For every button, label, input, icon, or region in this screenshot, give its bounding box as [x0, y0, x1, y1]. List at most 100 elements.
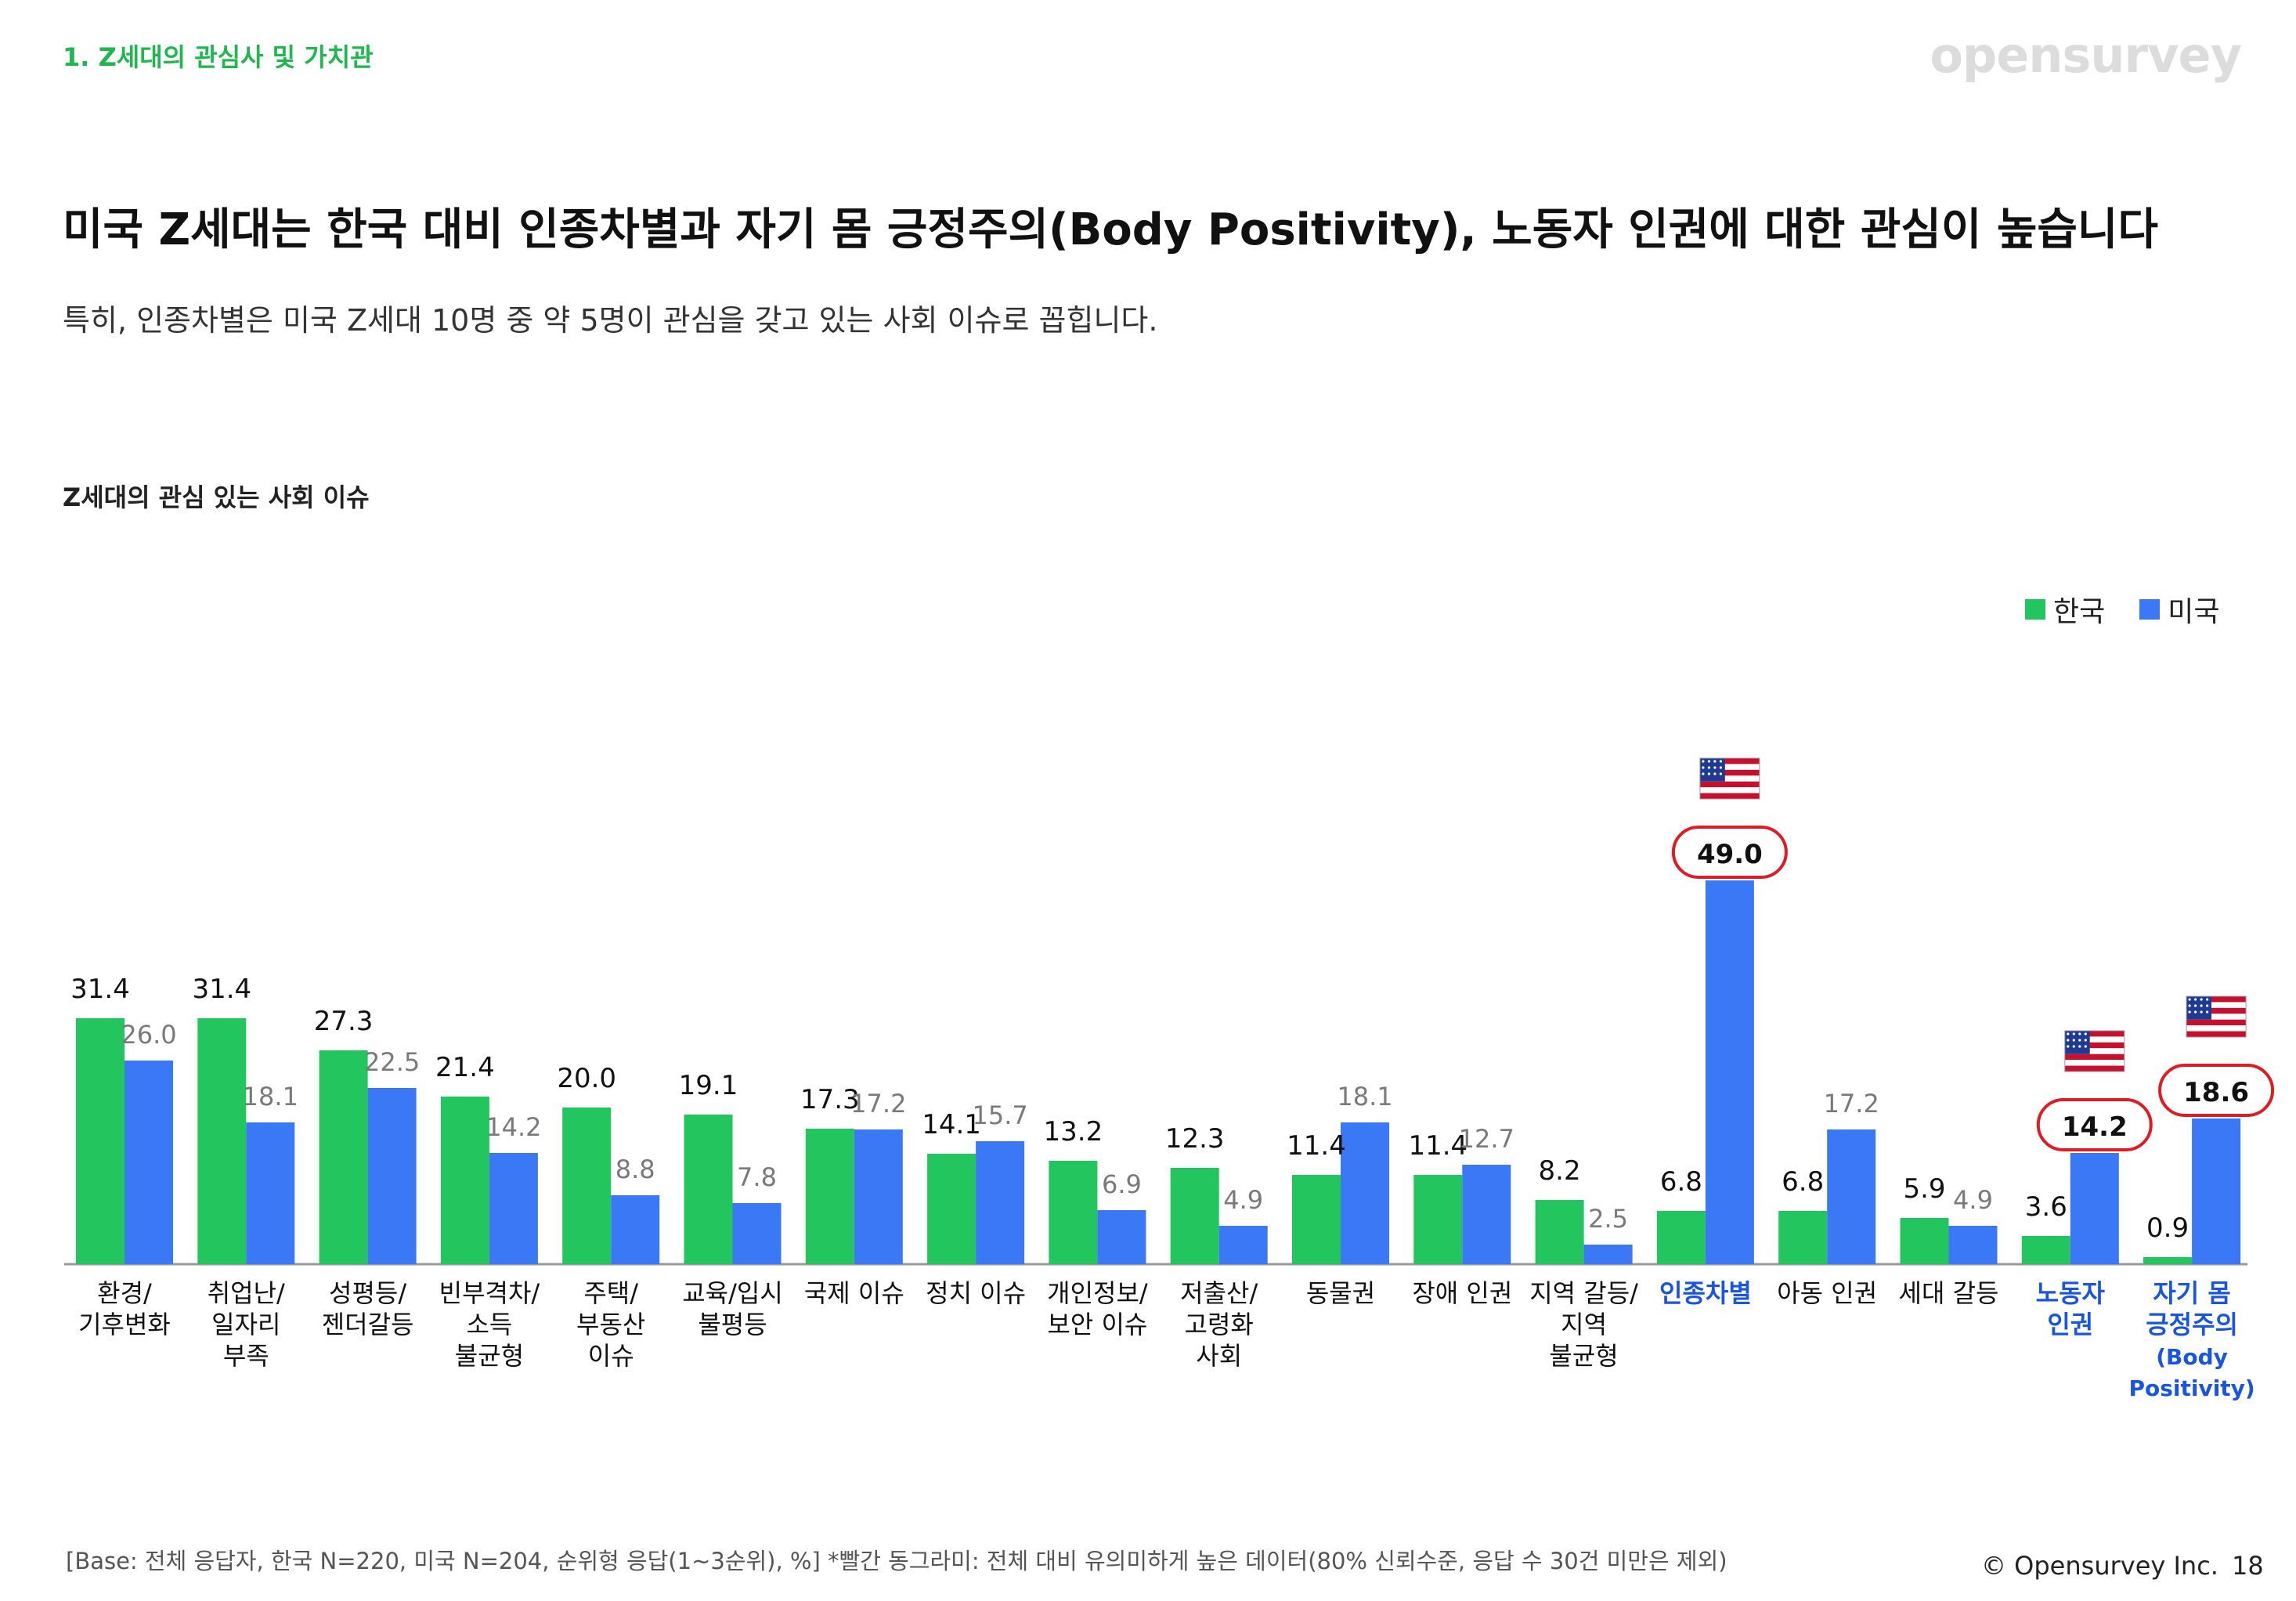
bar-korea-12	[1535, 1200, 1584, 1264]
bar-korea-0	[76, 1018, 125, 1264]
data-label-usa-1: 18.1	[243, 1082, 298, 1111]
chart-title: Z세대의 관심 있는 사회 이슈	[63, 482, 370, 512]
bar-usa-11	[1462, 1165, 1511, 1264]
bar-korea-5	[684, 1115, 733, 1264]
data-label-korea-5: 19.1	[679, 1070, 738, 1101]
bar-usa-16	[2070, 1153, 2119, 1264]
page-title: 미국 Z세대는 한국 대비 인종차별과 자기 몸 긍정주의(Body Posit…	[63, 204, 2158, 255]
legend-label-korea: 한국	[2053, 596, 2106, 628]
bar-usa-8	[1097, 1210, 1146, 1264]
legend-item-korea: 한국	[2025, 589, 2105, 630]
page-subtitle: 특히, 인종차별은 미국 Z세대 10명 중 약 5명이 관심을 갖고 있는 사…	[63, 303, 1158, 338]
bar-usa-4	[611, 1195, 660, 1264]
bar-usa-17	[2192, 1119, 2241, 1264]
highlight-circle-17	[2158, 1064, 2275, 1117]
tick-label-17-3: Positivity)	[2128, 1375, 2254, 1401]
bar-usa-14	[1827, 1129, 1876, 1264]
data-label-usa-14: 17.2	[1824, 1089, 1879, 1119]
tick-label-14-0: 아동 인권	[1777, 1278, 1877, 1308]
data-label-usa-17: 18.6	[2183, 1077, 2249, 1108]
us-flag-icon-13	[1699, 757, 1760, 800]
bar-korea-2	[319, 1050, 368, 1264]
data-label-usa-10: 18.1	[1337, 1082, 1392, 1111]
data-label-korea-12: 8.2	[1539, 1155, 1581, 1187]
bar-korea-17	[2143, 1257, 2193, 1264]
tick-label-4-0: 주택/	[583, 1278, 638, 1308]
tick-label-12-0: 지역 갈등/	[1529, 1278, 1638, 1308]
data-label-usa-7: 15.7	[972, 1100, 1027, 1130]
tick-label-16-0: 노동자	[2036, 1278, 2106, 1308]
brand-logo: opensurvey	[1930, 27, 2242, 84]
data-label-korea-16: 3.6	[2025, 1191, 2067, 1223]
bar-korea-11	[1413, 1175, 1463, 1264]
data-label-korea-2: 27.3	[314, 1006, 374, 1037]
tick-label-4-1: 부동산	[576, 1310, 645, 1339]
bar-korea-8	[1049, 1161, 1098, 1264]
tick-label-8-0: 개인정보/	[1047, 1278, 1148, 1308]
data-label-usa-15: 4.9	[1953, 1185, 1993, 1215]
bar-korea-6	[805, 1129, 854, 1264]
footnote: [Base: 전체 응답자, 한국 N=220, 미국 N=204, 순위형 응…	[66, 1548, 1727, 1574]
data-label-korea-8: 13.2	[1044, 1116, 1103, 1147]
bar-korea-14	[1778, 1211, 1828, 1264]
tick-label-2-1: 젠더갈등	[322, 1310, 414, 1339]
tick-label-12-1: 지역	[1561, 1310, 1607, 1339]
bar-usa-12	[1583, 1245, 1633, 1264]
data-label-korea-6: 17.3	[800, 1084, 860, 1115]
data-label-usa-13: 49.0	[1697, 839, 1763, 870]
data-label-korea-0: 31.4	[70, 974, 130, 1005]
tick-label-16-1: 인권	[2047, 1310, 2093, 1339]
section-tag: 1. Z세대의 관심사 및 가치관	[63, 42, 374, 72]
bar-usa-7	[976, 1141, 1025, 1264]
bar-usa-5	[732, 1203, 782, 1264]
legend-label-usa: 미국	[2168, 596, 2220, 628]
bar-usa-10	[1341, 1122, 1389, 1264]
data-label-korea-7: 14.1	[922, 1109, 981, 1140]
highlight-circle-13	[1671, 826, 1788, 879]
bar-usa-2	[367, 1088, 417, 1264]
tick-label-11-0: 장애 인권	[1412, 1278, 1512, 1308]
tick-label-0-0: 환경/	[97, 1278, 152, 1308]
bar-usa-1	[246, 1122, 295, 1264]
data-label-korea-11: 11.4	[1408, 1130, 1467, 1162]
data-label-korea-1: 31.4	[192, 974, 251, 1005]
tick-label-9-2: 사회	[1196, 1341, 1242, 1371]
data-label-usa-2: 22.5	[364, 1047, 420, 1077]
bar-korea-1	[197, 1018, 247, 1264]
data-label-korea-15: 5.9	[1903, 1173, 1945, 1205]
tick-label-1-2: 부족	[223, 1341, 269, 1371]
copyright: © Opensurvey Inc.	[1981, 1551, 2218, 1581]
data-label-usa-3: 14.2	[486, 1112, 541, 1142]
tick-label-17-0: 자기 몸	[2153, 1278, 2230, 1308]
us-flag-icon-17	[2186, 996, 2247, 1038]
tick-label-4-2: 이슈	[588, 1341, 634, 1371]
data-label-usa-9: 4.9	[1223, 1185, 1263, 1215]
data-label-usa-11: 12.7	[1459, 1124, 1514, 1154]
tick-label-10-0: 동물권	[1306, 1278, 1375, 1308]
bar-usa-9	[1218, 1226, 1268, 1264]
legend-item-usa: 미국	[2139, 589, 2220, 630]
bar-korea-10	[1292, 1175, 1341, 1264]
tick-label-0-1: 기후변화	[78, 1310, 171, 1339]
legend-swatch-usa	[2139, 599, 2161, 620]
bar-korea-3	[440, 1097, 489, 1264]
data-label-usa-16: 14.2	[2062, 1111, 2128, 1143]
tick-label-1-0: 취업난/	[208, 1278, 285, 1308]
bar-korea-9	[1170, 1168, 1219, 1264]
highlight-circle-16	[2036, 1098, 2153, 1151]
bar-korea-7	[927, 1154, 977, 1264]
tick-label-17-1: 긍정주의	[2146, 1310, 2238, 1339]
tick-label-17-2: (Body	[2156, 1344, 2228, 1370]
us-flag-icon-16	[2064, 1030, 2125, 1072]
chart-legend: 한국 미국	[2025, 589, 2220, 630]
bar-usa-6	[854, 1129, 903, 1264]
tick-label-7-0: 정치 이슈	[926, 1278, 1026, 1308]
data-label-korea-4: 20.0	[557, 1063, 616, 1094]
tick-label-3-0: 빈부격차/	[439, 1278, 540, 1308]
page-number: 18	[2232, 1551, 2264, 1581]
bar-korea-13	[1656, 1211, 1706, 1264]
data-label-korea-9: 12.3	[1165, 1123, 1225, 1155]
tick-label-5-0: 교육/입시	[682, 1278, 783, 1308]
bar-usa-15	[1948, 1226, 1998, 1264]
